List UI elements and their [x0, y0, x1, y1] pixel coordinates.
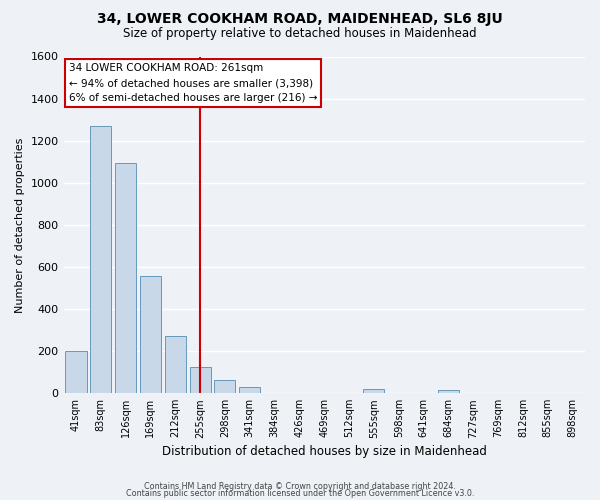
Bar	[165, 336, 186, 393]
Bar	[65, 351, 86, 393]
Bar	[438, 390, 459, 393]
Bar	[364, 389, 385, 393]
Bar	[90, 126, 112, 393]
X-axis label: Distribution of detached houses by size in Maidenhead: Distribution of detached houses by size …	[162, 444, 487, 458]
Bar	[140, 276, 161, 393]
Text: Size of property relative to detached houses in Maidenhead: Size of property relative to detached ho…	[123, 28, 477, 40]
Bar	[239, 387, 260, 393]
Y-axis label: Number of detached properties: Number of detached properties	[15, 137, 25, 312]
Text: Contains HM Land Registry data © Crown copyright and database right 2024.: Contains HM Land Registry data © Crown c…	[144, 482, 456, 491]
Bar	[190, 367, 211, 393]
Text: 34, LOWER COOKHAM ROAD, MAIDENHEAD, SL6 8JU: 34, LOWER COOKHAM ROAD, MAIDENHEAD, SL6 …	[97, 12, 503, 26]
Text: Contains public sector information licensed under the Open Government Licence v3: Contains public sector information licen…	[126, 490, 474, 498]
Bar	[115, 163, 136, 393]
Text: 34 LOWER COOKHAM ROAD: 261sqm
← 94% of detached houses are smaller (3,398)
6% of: 34 LOWER COOKHAM ROAD: 261sqm ← 94% of d…	[69, 63, 317, 103]
Bar	[214, 380, 235, 393]
